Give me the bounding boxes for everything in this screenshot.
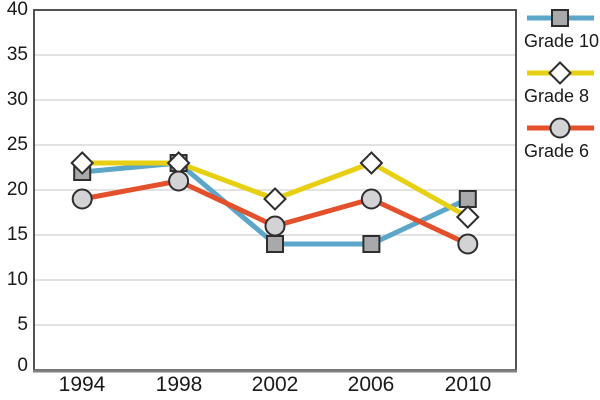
marker-grade-6-1998 (168, 170, 190, 192)
y-tick-0: 0 (17, 355, 28, 376)
y-tick-30: 30 (6, 89, 28, 110)
marker-grade-8-2010 (455, 205, 480, 229)
marker-grade-8-2006 (359, 151, 384, 175)
legend-sample-grade-8 (527, 61, 594, 85)
chart-legend: Grade 10 Grade 8 Grade 6 (524, 5, 600, 170)
x-tick-1994: 1994 (58, 373, 106, 396)
legend-item-grade-6: Grade 6 (524, 115, 600, 161)
y-tick-5: 5 (17, 314, 28, 335)
marker-grade-6-2006 (360, 188, 382, 210)
marker-grade-10-2010 (458, 190, 477, 208)
legend-item-grade-8: Grade 8 (524, 60, 600, 106)
marker-grade-6-2002 (264, 215, 286, 237)
marker-grade-8-2002 (263, 187, 287, 211)
marker-grade-6-2010 (457, 233, 479, 255)
marker-grade-10-2006 (362, 235, 381, 253)
marker-grade-10-2002 (266, 235, 284, 253)
legend-label-grade-10: Grade 10 (524, 31, 600, 51)
y-tick-10: 10 (6, 269, 28, 290)
legend-marker-grade-8 (548, 61, 572, 85)
legend-marker-grade-6 (549, 117, 571, 139)
legend-item-grade-10: Grade 10 (524, 5, 600, 51)
marker-grade-8-1994 (70, 151, 95, 175)
x-tick-1998: 1998 (155, 373, 203, 396)
x-tick-2002: 2002 (251, 373, 299, 396)
x-tick-2010: 2010 (444, 373, 492, 396)
legend-sample-grade-10 (527, 9, 594, 27)
legend-sample-grade-6 (527, 117, 594, 139)
y-tick-25: 25 (6, 134, 28, 155)
y-tick-35: 35 (6, 44, 28, 65)
legend-label-grade-6: Grade 6 (524, 141, 590, 161)
y-tick-20: 20 (6, 179, 28, 200)
y-tick-15: 15 (6, 224, 28, 245)
x-tick-2006: 2006 (347, 373, 395, 396)
legend-label-grade-8: Grade 8 (524, 86, 590, 106)
marker-grade-6-1994 (71, 188, 93, 210)
legend-marker-grade-10 (551, 9, 569, 27)
y-tick-40: 40 (6, 0, 28, 20)
